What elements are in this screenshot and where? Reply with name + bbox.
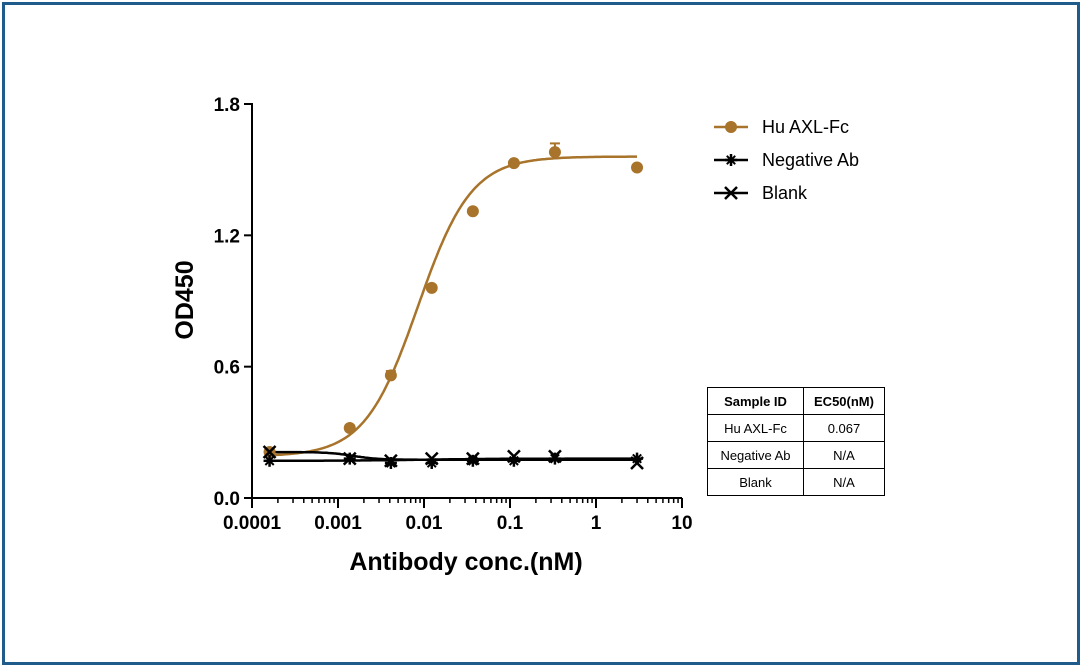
x-tick-label: 10: [671, 513, 692, 534]
point-asterisk-stroke: [467, 455, 478, 466]
point-asterisk: [384, 456, 397, 469]
ec50-cell-sample: Hu AXL-Fc: [707, 414, 804, 442]
fit-curve: [269, 450, 637, 461]
ec50-table-header-row: Sample ID EC50(nM): [707, 387, 885, 415]
data-points: [262, 142, 644, 470]
y-tick-label: 1.8: [214, 95, 240, 116]
fit-curve: [269, 155, 637, 457]
point-x-stroke: [342, 451, 357, 466]
table-row: Negative Ab N/A: [707, 441, 885, 469]
point-x-stroke: [630, 456, 644, 470]
point-x-stroke: [465, 451, 480, 466]
point-asterisk-stroke: [550, 453, 560, 464]
point-x-stroke: [424, 451, 439, 466]
point-asterisk-stroke: [385, 458, 396, 468]
legend: Hu AXL-Fc Negative Ab Blank: [714, 117, 859, 203]
ec50-cell-sample: Negative Ab: [707, 441, 804, 469]
point-asterisk-stroke: [264, 455, 275, 466]
point-x: [342, 451, 357, 466]
x-tick-label: 0.001: [314, 513, 362, 534]
point-x-stroke: [383, 453, 398, 468]
legend-label: Negative Ab: [762, 150, 859, 170]
point-circle: [425, 281, 438, 294]
point-circle: [384, 369, 397, 382]
x-tick-label: 1: [591, 513, 602, 534]
x-tick-label: 0.0001: [223, 513, 282, 534]
point-asterisk-stroke: [726, 155, 736, 165]
point-circle: [466, 205, 479, 218]
ec50-header-ec50: EC50(nM): [803, 387, 885, 415]
point-x-stroke: [548, 449, 562, 464]
y-tick-label: 0.0: [214, 489, 240, 510]
point-x: [262, 445, 277, 459]
point-circle: [631, 161, 644, 174]
legend-label: Hu AXL-Fc: [762, 117, 849, 137]
table-row: Hu AXL-Fc 0.067: [707, 414, 885, 442]
point-asterisk: [725, 154, 737, 166]
point-x: [507, 449, 521, 464]
axes: 0.0 0.6 1.2 1.8 0.0001 0.001 0.01 0.1 1 10: [214, 95, 693, 534]
x-tick-label: 0.01: [406, 513, 443, 534]
ec50-cell-value: 0.067: [803, 414, 885, 442]
ec50-cell-sample: Blank: [707, 468, 804, 496]
ec50-header-sample-id: Sample ID: [707, 387, 804, 415]
legend-label: Blank: [762, 183, 808, 203]
point-asterisk: [466, 454, 479, 467]
y-tick-label: 1.2: [214, 226, 240, 247]
point-x-stroke: [262, 445, 277, 459]
ec50-table: Sample ID EC50(nM) Hu AXL-Fc 0.067 Negat…: [707, 387, 885, 496]
point-x: [383, 453, 398, 468]
point-circle: [507, 157, 520, 170]
point-x: [724, 186, 738, 200]
point-x-stroke: [507, 449, 521, 464]
point-circle: [725, 121, 737, 133]
point-x: [424, 451, 439, 466]
point-asterisk: [548, 452, 561, 465]
table-row: Blank N/A: [707, 468, 885, 496]
point-x: [548, 449, 562, 464]
point-asterisk: [263, 454, 276, 467]
point-circle: [548, 146, 561, 159]
x-axis-label: Antibody conc.(nM): [349, 548, 582, 576]
point-x: [630, 456, 644, 470]
fit-curves: [269, 155, 637, 463]
y-axis-label: OD450: [171, 260, 199, 339]
y-tick-label: 0.6: [214, 358, 240, 379]
x-tick-label: 0.1: [497, 513, 524, 534]
ec50-cell-value: N/A: [803, 468, 885, 496]
point-x: [465, 451, 480, 466]
point-x-stroke: [724, 186, 738, 200]
ec50-cell-value: N/A: [803, 441, 885, 469]
point-circle: [343, 421, 356, 434]
